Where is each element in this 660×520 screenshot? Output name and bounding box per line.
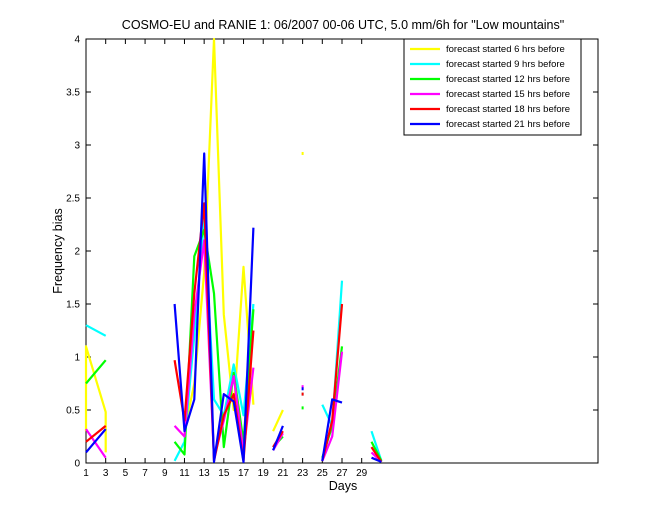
legend-label: forecast started 9 hrs before [446,59,565,70]
series-line [85,359,107,385]
legend-box [403,38,582,136]
series-line [85,428,107,459]
x-axis-label: Days [329,479,357,493]
legend-label: forecast started 12 hrs before [446,74,570,85]
x-tick-label: 5 [123,468,129,479]
x-tick-label: 17 [238,468,250,479]
series-line [84,345,107,453]
data-point [301,392,304,396]
series-line [173,152,255,463]
legend-label: forecast started 21 hrs before [446,119,570,130]
data-point [301,385,304,389]
data-point [301,406,304,410]
axis-ticks: 1 3 5 7 9 11 13 15 17 19 21 23 25 27 2900.511.522.533.… [66,35,598,479]
x-tick-label: 13 [199,468,211,479]
series-line [272,409,284,432]
y-tick-label: 0 [74,459,80,470]
legend-label: forecast started 18 hrs before [446,104,570,115]
y-tick-label: 1 [74,353,80,364]
x-tick-label: 25 [317,468,329,479]
series-line [371,456,382,463]
x-tick-label: 29 [356,468,368,479]
x-tick-label: 3 [103,468,109,479]
data-point [301,151,304,155]
series-line [321,303,344,462]
legend-label: forecast started 6 hrs before [446,44,565,55]
x-tick-label: 15 [218,468,230,479]
x-tick-label: 7 [142,468,148,479]
x-tick-label: 19 [258,468,270,479]
data-point [301,387,304,391]
x-tick-label: 11 [179,468,190,479]
y-tick-label: 0.5 [66,406,80,417]
x-tick-label: 9 [162,468,168,479]
x-tick-label: 23 [297,468,309,479]
x-tick-label: 27 [336,468,348,479]
series-line [85,428,107,454]
y-axis-label: Frequency bias [51,208,65,293]
y-tick-label: 1.5 [66,300,80,311]
x-tick-label: 1 [83,468,89,479]
series-group [84,37,383,463]
x-tick-label: 21 [277,468,289,479]
series-line [85,324,107,337]
series-6 [85,152,382,463]
series-line [85,425,107,443]
series-line [272,425,284,451]
series-line [321,398,343,462]
y-tick-label: 4 [74,35,80,46]
chart-title: COSMO-EU and RANIE 1: 06/2007 00-06 UTC,… [122,18,564,32]
y-tick-label: 3.5 [66,88,80,99]
legend: forecast started 6 hrs before forecast st… [403,38,582,136]
y-tick-label: 3 [74,141,80,152]
y-tick-label: 2.5 [66,194,80,205]
legend-label: forecast started 15 hrs before [446,89,570,100]
y-tick-label: 2 [74,247,80,258]
series-line [370,446,383,463]
series-line [321,351,344,462]
